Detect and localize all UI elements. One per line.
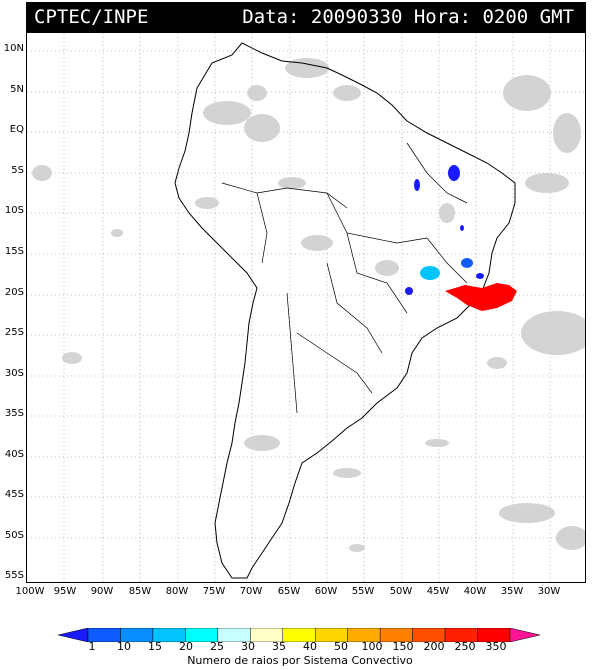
lon-label: 95W [53,586,77,597]
lat-label: 20S [4,287,24,298]
lon-label: 40W [463,586,487,597]
map-frame [26,32,586,583]
cell-cyan [420,266,440,280]
colorbar-right-arrow [509,628,540,642]
cell-blue-5 [405,287,413,295]
header-datetime: Data: 20090330 Hora: 0200 GMT [242,6,574,28]
lon-label: 65W [277,586,301,597]
lat-label: 50S [4,530,24,541]
colorbar-label: 150 [392,640,414,653]
lat-label: 35S [4,408,24,419]
lon-label: 80W [165,586,189,597]
colorbar-label: 40 [303,640,317,653]
colorbar-label: 30 [241,640,255,653]
colorbar-left-arrow [58,628,89,642]
lon-label: 85W [128,586,152,597]
lon-label: 100W [15,586,45,597]
colorbar [58,628,540,642]
graticule [27,33,585,582]
colorbar-label: 100 [361,640,383,653]
lon-label: 35W [500,586,524,597]
country-borders [221,142,468,414]
lat-label: 5S [11,165,24,176]
cell-blue-6 [460,225,464,231]
lat-label: 15S [4,246,24,257]
lon-label: 45W [426,586,450,597]
map-header: CPTEC/INPE Data: 20090330 Hora: 0200 GMT [26,2,586,32]
colorbar-label: 50 [334,640,348,653]
cell-blue-2 [414,179,420,191]
colorbar-label: 35 [272,640,286,653]
convective-systems [405,165,517,311]
colorbar-label: 350 [485,640,507,653]
lon-label: 50W [389,586,413,597]
lon-label: 90W [90,586,114,597]
lat-label: 45S [4,489,24,500]
lat-label: EQ [9,124,24,135]
coastline [174,42,516,579]
map-svg [27,33,585,582]
colorbar-label: 25 [210,640,224,653]
colorbar-label: 20 [179,640,193,653]
cell-blue-3 [461,258,473,268]
lat-label: 25S [4,327,24,338]
cell-blue-1 [448,165,460,181]
colorbar-label: 1 [88,640,96,653]
colorbar-label: 250 [454,640,476,653]
lon-label: 30W [537,586,561,597]
lon-label: 75W [202,586,226,597]
colorbar-cells [87,628,511,642]
header-source: CPTEC/INPE [34,6,149,28]
lat-label: 5N [10,84,24,95]
lat-label: 10N [3,43,24,54]
cloud-cover [32,58,585,552]
colorbar-label: 10 [117,640,131,653]
lon-label: 55W [351,586,375,597]
cell-blue-4 [476,273,484,279]
lat-label: 55S [4,570,24,581]
lon-label: 60W [314,586,338,597]
lat-label: 40S [4,449,24,460]
colorbar-label: 200 [423,640,445,653]
cell-red [445,283,517,311]
lon-label: 70W [239,586,263,597]
lat-label: 30S [4,368,24,379]
colorbar-title: Numero de raios por Sistema Convectivo [187,654,413,667]
colorbar-label: 15 [148,640,162,653]
lat-label: 10S [4,205,24,216]
